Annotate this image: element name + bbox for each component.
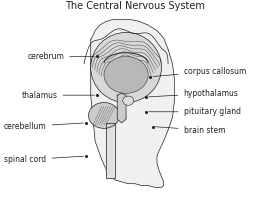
Circle shape: [123, 96, 134, 105]
Polygon shape: [106, 123, 115, 178]
Text: hypothalamus: hypothalamus: [149, 89, 238, 98]
Text: brain stem: brain stem: [155, 126, 225, 135]
Text: pituitary gland: pituitary gland: [149, 107, 241, 116]
Text: cerebrum: cerebrum: [27, 52, 94, 61]
Text: thalamus: thalamus: [22, 91, 94, 100]
Polygon shape: [91, 20, 175, 187]
Text: cerebellum: cerebellum: [4, 122, 84, 131]
Ellipse shape: [88, 103, 119, 128]
Polygon shape: [117, 93, 126, 123]
Title: The Central Nervous System: The Central Nervous System: [65, 1, 205, 11]
Text: corpus callosum: corpus callosum: [153, 67, 246, 76]
Ellipse shape: [104, 56, 148, 93]
Text: spinal cord: spinal cord: [4, 155, 84, 164]
Ellipse shape: [91, 32, 161, 103]
